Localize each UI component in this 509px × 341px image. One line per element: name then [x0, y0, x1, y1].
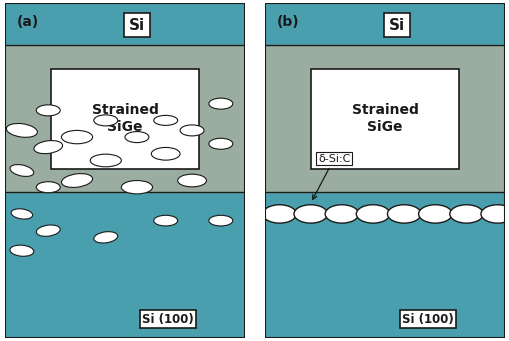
Ellipse shape [180, 125, 204, 136]
Ellipse shape [62, 174, 92, 188]
Ellipse shape [61, 130, 93, 144]
Ellipse shape [6, 123, 37, 137]
Bar [265, 45, 504, 192]
Ellipse shape [34, 140, 63, 154]
Ellipse shape [36, 225, 60, 236]
Ellipse shape [209, 138, 232, 149]
Bar [50, 69, 199, 169]
Text: Strained
SiGe: Strained SiGe [351, 103, 418, 134]
Text: Si: Si [129, 18, 145, 33]
Text: Si: Si [388, 18, 404, 33]
Ellipse shape [262, 205, 296, 223]
Ellipse shape [209, 98, 232, 109]
Ellipse shape [418, 205, 451, 223]
Ellipse shape [387, 205, 420, 223]
Bar [310, 69, 459, 169]
Text: Si (100): Si (100) [402, 313, 453, 326]
Ellipse shape [90, 154, 121, 167]
Text: (b): (b) [277, 15, 299, 29]
Ellipse shape [480, 205, 509, 223]
Ellipse shape [125, 132, 149, 143]
Ellipse shape [94, 232, 118, 243]
Ellipse shape [36, 182, 60, 193]
Ellipse shape [151, 147, 180, 160]
Ellipse shape [325, 205, 358, 223]
Bar [5, 45, 244, 192]
Ellipse shape [94, 115, 118, 126]
Ellipse shape [153, 215, 177, 226]
Ellipse shape [10, 165, 34, 176]
Ellipse shape [153, 115, 177, 125]
Ellipse shape [121, 180, 152, 194]
Ellipse shape [293, 205, 327, 223]
Ellipse shape [36, 105, 60, 116]
Ellipse shape [11, 209, 33, 219]
Text: Si (100): Si (100) [142, 313, 193, 326]
Text: (a): (a) [17, 15, 39, 29]
Ellipse shape [356, 205, 389, 223]
Text: Strained
SiGe: Strained SiGe [91, 103, 158, 134]
Text: δ-Si:C: δ-Si:C [312, 154, 350, 199]
Ellipse shape [209, 215, 232, 226]
Ellipse shape [10, 245, 34, 256]
Ellipse shape [449, 205, 483, 223]
Ellipse shape [177, 174, 206, 187]
